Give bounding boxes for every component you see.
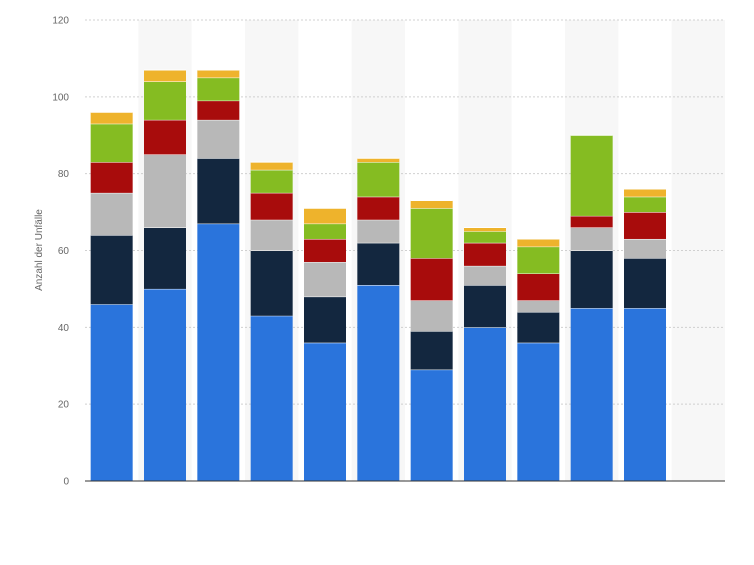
bar-segment-series-5[interactable] <box>304 223 346 239</box>
bar-segment-series-4[interactable] <box>517 273 560 301</box>
bar-segment-series-6[interactable] <box>304 208 346 224</box>
bar-segment-series-4[interactable] <box>144 119 186 155</box>
bar-segment-series-1[interactable] <box>357 285 400 481</box>
bar-segment-series-6[interactable] <box>517 238 560 247</box>
bar-segment-series-3[interactable] <box>197 119 240 159</box>
bar-segment-series-3[interactable] <box>570 227 613 251</box>
bar-segment-series-4[interactable] <box>410 258 453 301</box>
y-axis-label: Anzahl der Unfälle <box>34 209 45 291</box>
bar-segment-series-1[interactable] <box>304 342 346 481</box>
bar-segment-series-1[interactable] <box>570 308 613 481</box>
bar-segment-series-3[interactable] <box>304 262 346 297</box>
bar-segment-series-4[interactable] <box>90 162 133 193</box>
bar-segment-series-1[interactable] <box>144 288 186 481</box>
bar-segment-series-6[interactable] <box>197 69 240 78</box>
bar-segment-series-6[interactable] <box>90 112 133 124</box>
bar-segment-series-2[interactable] <box>197 158 240 224</box>
y-tick-label: 120 <box>52 16 69 27</box>
bar-segment-series-5[interactable] <box>197 77 240 101</box>
y-tick-label: 0 <box>63 477 69 488</box>
bar-segment-series-2[interactable] <box>410 331 453 370</box>
bar-segment-series-6[interactable] <box>410 200 453 209</box>
bar-segment-series-2[interactable] <box>624 258 666 309</box>
bar-segment-series-2[interactable] <box>517 311 560 343</box>
bar-segment-series-6[interactable] <box>144 69 186 82</box>
bar-segment-series-4[interactable] <box>570 215 613 228</box>
bar-segment-series-3[interactable] <box>464 265 506 286</box>
bar-segment-series-3[interactable] <box>144 154 186 228</box>
y-tick-label: 80 <box>58 169 70 180</box>
bar-segment-series-4[interactable] <box>197 100 240 120</box>
bar-segment-series-5[interactable] <box>250 169 293 193</box>
gridlines <box>85 19 725 405</box>
bar-segment-series-2[interactable] <box>304 296 346 343</box>
bar-segment-series-4[interactable] <box>624 212 666 239</box>
bar-segment-series-5[interactable] <box>517 246 560 274</box>
bar-segment-series-5[interactable] <box>570 135 613 216</box>
bar-segment-series-3[interactable] <box>250 219 293 251</box>
bar-segment-series-6[interactable] <box>464 227 506 232</box>
bar-segment-series-5[interactable] <box>144 81 186 120</box>
bar-segment-series-2[interactable] <box>570 250 613 309</box>
bar-segment-series-3[interactable] <box>517 300 560 312</box>
bar-segment-series-1[interactable] <box>250 315 293 481</box>
bar-segment-series-1[interactable] <box>410 369 453 481</box>
bar-segment-series-5[interactable] <box>464 231 506 243</box>
bar-segment-series-1[interactable] <box>517 342 560 481</box>
bar-segment-series-6[interactable] <box>250 162 293 170</box>
bar-segment-series-3[interactable] <box>410 300 453 332</box>
bar-segment-series-1[interactable] <box>464 327 506 481</box>
bar-segment-series-2[interactable] <box>464 285 506 328</box>
y-tick-label: 20 <box>58 400 70 411</box>
y-tick-label: 60 <box>58 246 70 257</box>
y-tick-label: 40 <box>58 323 70 334</box>
bar-segment-series-1[interactable] <box>624 308 666 481</box>
bar-segment-series-4[interactable] <box>250 192 293 220</box>
bar-segment-series-4[interactable] <box>464 242 506 266</box>
bar-segment-series-2[interactable] <box>90 235 133 305</box>
bar-segment-series-2[interactable] <box>357 242 400 286</box>
bar-segment-series-5[interactable] <box>90 123 133 163</box>
bar-segment-series-2[interactable] <box>144 227 186 289</box>
bar-segment-series-5[interactable] <box>410 208 453 259</box>
bar-segment-series-4[interactable] <box>304 238 346 263</box>
bar-segment-series-3[interactable] <box>624 238 666 259</box>
bars <box>90 69 666 481</box>
bar-segment-series-6[interactable] <box>624 189 666 197</box>
bar-segment-series-3[interactable] <box>90 192 133 236</box>
bar-segment-series-5[interactable] <box>624 196 666 213</box>
bar-segment-series-1[interactable] <box>90 304 133 481</box>
bar-segment-series-1[interactable] <box>197 223 240 481</box>
bar-segment-series-3[interactable] <box>357 219 400 243</box>
y-tick-label: 100 <box>52 92 69 103</box>
axes: 0 20 40 60 80 100 120 <box>52 16 725 488</box>
bar-segment-series-4[interactable] <box>357 196 400 220</box>
bar-segment-series-2[interactable] <box>250 250 293 316</box>
bar-segment-series-6[interactable] <box>357 158 400 163</box>
bar-segment-series-5[interactable] <box>357 162 400 197</box>
